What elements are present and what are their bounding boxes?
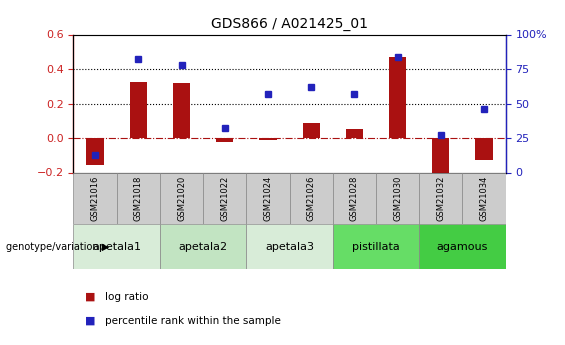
Text: GSM21020: GSM21020: [177, 176, 186, 221]
Bar: [129, 82, 147, 138]
Bar: [302, 124, 320, 138]
Bar: [117, 172, 160, 224]
Bar: [376, 172, 419, 224]
Bar: [73, 172, 117, 224]
Text: GSM21024: GSM21024: [263, 176, 272, 221]
Text: GSM21016: GSM21016: [90, 176, 99, 221]
Bar: [463, 172, 506, 224]
Bar: [203, 172, 246, 224]
Text: GSM21026: GSM21026: [307, 176, 316, 221]
Bar: [289, 172, 333, 224]
Text: ■: ■: [85, 316, 95, 326]
Bar: [475, 138, 493, 160]
Bar: [389, 57, 406, 138]
Bar: [419, 172, 463, 224]
Text: pistillata: pistillata: [352, 242, 400, 252]
Bar: [333, 224, 419, 269]
Text: GSM21022: GSM21022: [220, 176, 229, 221]
Bar: [73, 224, 160, 269]
Text: apetala1: apetala1: [92, 242, 141, 252]
Bar: [173, 83, 190, 138]
Bar: [346, 128, 363, 138]
Text: GSM21028: GSM21028: [350, 176, 359, 221]
Bar: [432, 138, 450, 174]
Text: GSM21034: GSM21034: [480, 176, 489, 221]
Bar: [419, 224, 506, 269]
Text: ■: ■: [85, 292, 95, 302]
Bar: [259, 138, 277, 140]
Bar: [86, 138, 104, 165]
Bar: [246, 172, 290, 224]
Text: genotype/variation ▶: genotype/variation ▶: [6, 242, 109, 252]
Text: apetala3: apetala3: [265, 242, 314, 252]
Text: GSM21032: GSM21032: [436, 176, 445, 221]
Title: GDS866 / A021425_01: GDS866 / A021425_01: [211, 17, 368, 31]
Bar: [333, 172, 376, 224]
Text: log ratio: log ratio: [105, 292, 148, 302]
Bar: [246, 224, 333, 269]
Text: apetala2: apetala2: [179, 242, 228, 252]
Bar: [160, 172, 203, 224]
Text: GSM21030: GSM21030: [393, 176, 402, 221]
Text: agamous: agamous: [437, 242, 488, 252]
Text: GSM21018: GSM21018: [134, 176, 143, 221]
Text: percentile rank within the sample: percentile rank within the sample: [105, 316, 280, 326]
Bar: [160, 224, 246, 269]
Bar: [216, 138, 233, 142]
